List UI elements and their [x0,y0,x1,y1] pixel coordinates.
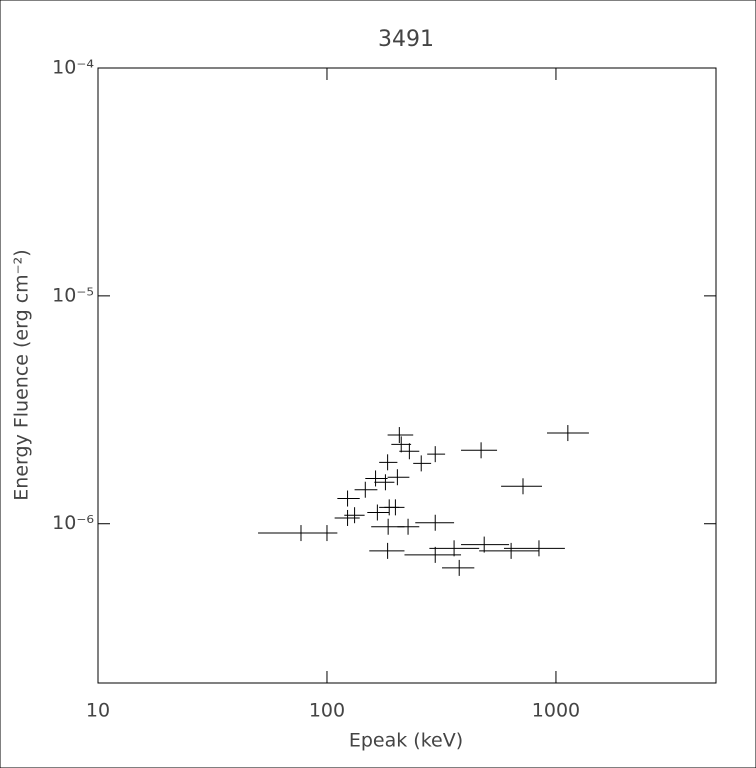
y-tick-label: 10⁻⁶ [52,512,94,534]
y-axis-label: Energy Fluence (erg cm⁻²) [11,249,33,500]
y-tick-label: 10⁻⁴ [52,57,94,79]
y-tick-label: 10⁻⁵ [52,284,94,306]
x-tick-label: 100 [309,700,345,722]
x-tick-label: 10 [86,700,110,722]
plot-frame [97,67,717,684]
x-axis-label: Epeak (keV) [349,730,463,752]
chart-title: 3491 [378,27,434,52]
x-tick-label: 1000 [532,700,580,722]
